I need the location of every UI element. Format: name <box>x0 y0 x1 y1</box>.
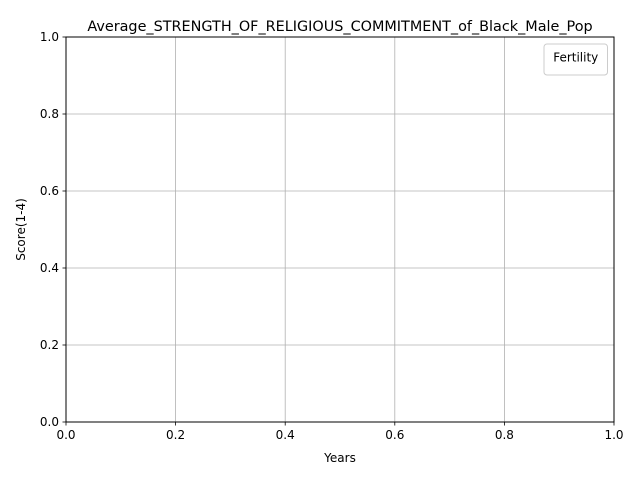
legend-title: Fertility <box>553 51 598 65</box>
x-tick-label: 0.0 <box>56 428 75 442</box>
y-tick-label: 0.2 <box>40 338 59 352</box>
x-tick-label: 0.2 <box>166 428 185 442</box>
y-tick-label: 0.6 <box>40 184 59 198</box>
y-tick-label: 1.0 <box>40 30 59 44</box>
y-tick-label: 0.8 <box>40 107 59 121</box>
y-tick-label: 0.0 <box>40 415 59 429</box>
y-axis-label: Score(1-4) <box>14 198 28 261</box>
plot-frame <box>65 36 615 423</box>
x-tick-label: 0.6 <box>385 428 404 442</box>
x-axis-label: Years <box>323 451 356 465</box>
legend-box <box>543 43 608 76</box>
x-tick-label: 0.8 <box>495 428 514 442</box>
chart-title: Average_STRENGTH_OF_RELIGIOUS_COMMITMENT… <box>87 19 592 35</box>
y-tick-label: 0.4 <box>40 261 59 275</box>
legend: Fertility <box>543 43 608 76</box>
axis-ticks: 0.0 0.2 0.4 0.6 0.8 1.0 0.0 0.2 0.4 0.6 0.8 1.0 <box>40 30 624 442</box>
x-tick-label: 0.4 <box>276 428 295 442</box>
x-tick-label: 1.0 <box>604 428 623 442</box>
plot-area <box>66 37 614 422</box>
grid-lines <box>65 36 615 423</box>
